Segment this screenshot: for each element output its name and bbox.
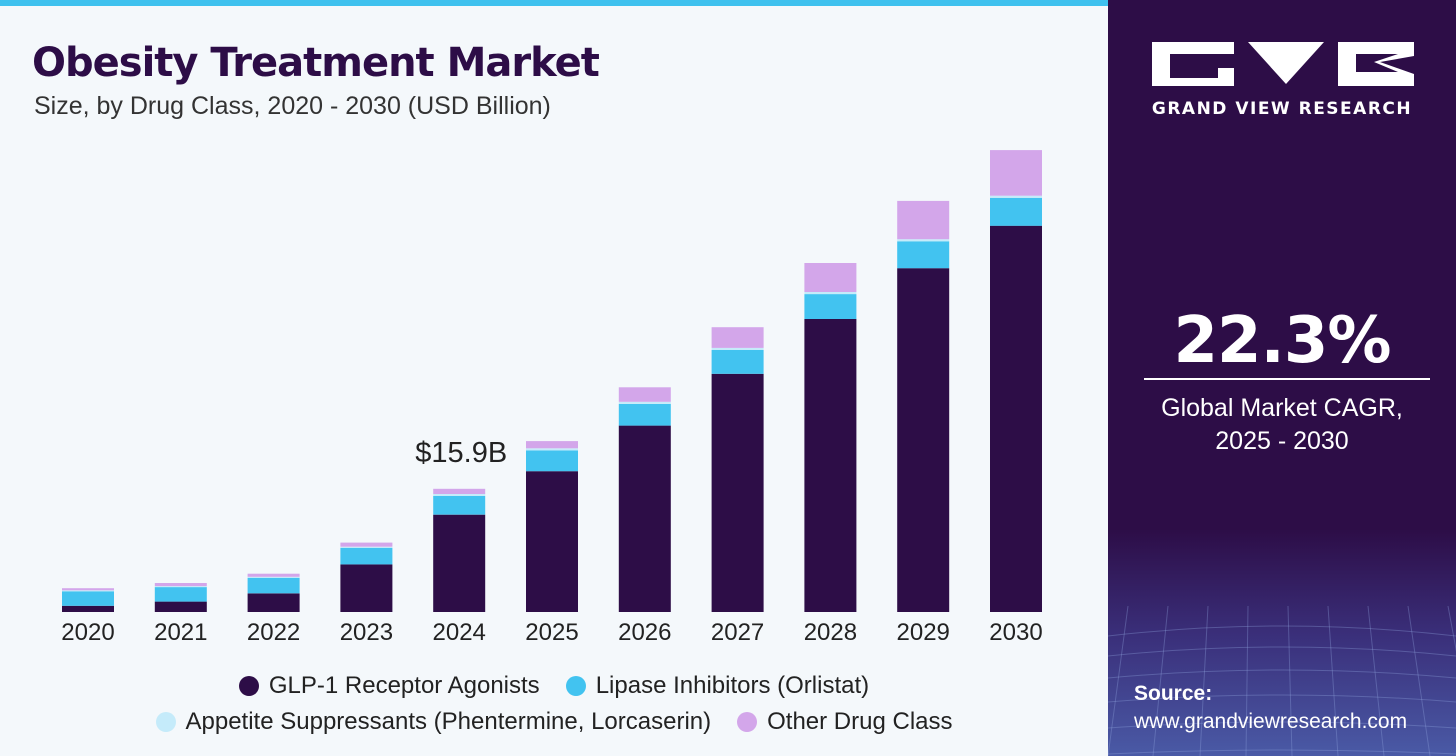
bar-segment [340,547,393,565]
x-tick-label: 2028 [804,619,857,646]
bar-segment [990,195,1042,198]
legend-row: GLP-1 Receptor Agonists Lipase Inhibitor… [0,668,1108,704]
legend-swatch [238,676,259,696]
source-label: Source: [1134,682,1213,705]
data-label: $15.9B [415,437,507,469]
bar-segment [711,347,764,350]
legend-item-appetite: Appetite Suppressants (Phentermine, Lorc… [155,708,712,736]
bar-segment [804,263,857,292]
bar-segment [247,577,300,594]
bar-segment [340,564,393,612]
cagr-label: Global Market CAGR, 2025 - 2030 [1108,392,1456,458]
bar-segment [340,546,393,548]
bar-segment [433,496,486,515]
bar-segment [433,493,486,496]
bar-segment [340,542,393,547]
bar-segment [897,239,950,242]
legend-label: Other Drug Class [767,708,953,735]
x-tick-label: 2024 [433,619,486,646]
bar-segment [526,471,578,612]
bar-segment [711,327,764,348]
bar-segment [897,200,950,240]
legend-swatch [737,712,758,732]
cagr-label-line: Global Market CAGR, [1161,394,1403,422]
bar-segment [804,318,857,612]
bar-segment [433,488,486,494]
bar-segment [247,573,300,577]
top-accent-bar [0,0,1108,6]
bar-segment [154,586,207,588]
decorative-grid [1108,606,1456,756]
cagr-label-line: 2025 - 2030 [1215,427,1349,455]
x-tick-label: 2022 [247,619,300,646]
bar-segment [247,593,300,612]
legend-row: Appetite Suppressants (Phentermine, Lorc… [0,704,1108,740]
bar-segment [897,268,950,612]
legend-item-other: Other Drug Class [737,708,953,736]
x-tick-label: 2029 [897,619,950,646]
bar-segment [247,576,300,578]
x-axis-labels: 2020 2021 2022 2023 2024 2025 2026 2027 2028 2029… [61,619,1042,646]
bar-segment [618,403,671,426]
legend-label: Lipase Inhibitors (Orlistat) [595,672,870,699]
x-tick-label: 2027 [711,619,764,646]
bar-segment [62,588,114,591]
bar-segment [897,241,950,269]
bar-segment [804,294,857,319]
x-tick-label: 2030 [989,619,1042,646]
x-tick-label: 2025 [525,619,578,646]
bars-layer [62,150,1042,612]
source-url: www.grandviewresearch.com [1134,710,1408,733]
cagr-value: 22.3% [1173,304,1391,378]
chart-title: Obesity Treatment Market [32,40,600,86]
bar-segment [804,292,857,295]
bar-segment [990,225,1042,612]
bar-segment [154,587,207,602]
x-tick-label: 2020 [61,619,114,646]
chart-subtitle: Size, by Drug Class, 2020 - 2030 (USD Bi… [34,92,551,120]
bar-segment [618,425,671,612]
x-tick-label: 2026 [618,619,671,646]
bar-segment [62,591,114,606]
x-tick-label: 2021 [154,619,207,646]
bar-segment [990,150,1042,196]
chart-panel: Obesity Treatment Market Size, by Drug C… [0,0,1108,756]
bar-segment [711,373,764,612]
x-tick-label: 2023 [340,619,393,646]
bar-segment [526,448,578,451]
legend-swatch [155,712,176,732]
legend: GLP-1 Receptor Agonists Lipase Inhibitor… [0,668,1108,740]
grand-view-research-logo [1152,42,1414,86]
brand-name: GRAND VIEW RESEARCH [1151,99,1413,119]
bar-segment [433,514,486,612]
annotations: $15.9B [415,437,507,469]
stacked-bar-chart: 2020 2021 2022 2023 2024 2025 2026 2027 2028 2029… [61,150,1043,646]
legend-label: Appetite Suppressants (Phentermine, Lorc… [185,708,712,735]
bar-segment [711,350,764,374]
bar-segment [526,450,578,472]
bar-segment [526,441,578,449]
bar-segment [618,401,671,404]
legend-label: GLP-1 Receptor Agonists [268,672,540,699]
bar-segment [618,387,671,402]
bar-segment [990,197,1042,226]
bar-segment [62,590,114,592]
bar-segment [154,601,207,612]
legend-item-glp1: GLP-1 Receptor Agonists [238,672,540,700]
legend-swatch [565,676,586,696]
bar-segment [62,605,114,612]
legend-item-lipase: Lipase Inhibitors (Orlistat) [565,672,870,700]
sidebar-panel: GRAND VIEW RESEARCH 22.3% Global Market … [1108,0,1456,756]
bar-segment [154,583,207,587]
divider [1144,378,1430,380]
